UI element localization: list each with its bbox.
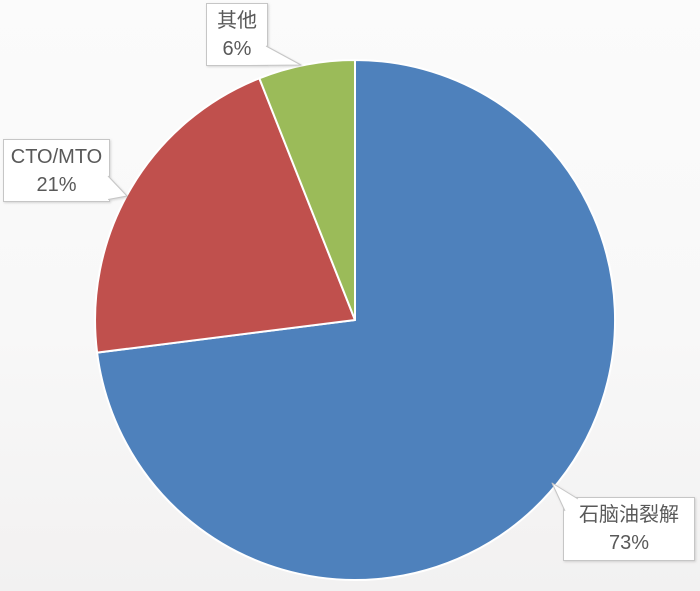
- callout-naphtha-cracking: [551, 482, 695, 561]
- callout-other: [206, 3, 302, 66]
- pie-slice-other: [258, 59, 356, 321]
- callout-cto-mto: [3, 139, 128, 202]
- callout-box-naphtha-cracking: [563, 497, 695, 561]
- callout-box-cto-mto: [3, 139, 110, 202]
- callout-pointer-naphtha-cracking: [551, 482, 579, 512]
- callout-pointer-cto-mto: [107, 175, 128, 200]
- callout-box-other: [206, 3, 268, 66]
- pie-slice-naphtha-cracking: [96, 59, 616, 581]
- callout-pointer-other: [249, 45, 302, 66]
- pie-slices: [94, 59, 616, 581]
- pie-slice-cto-mto: [94, 77, 356, 354]
